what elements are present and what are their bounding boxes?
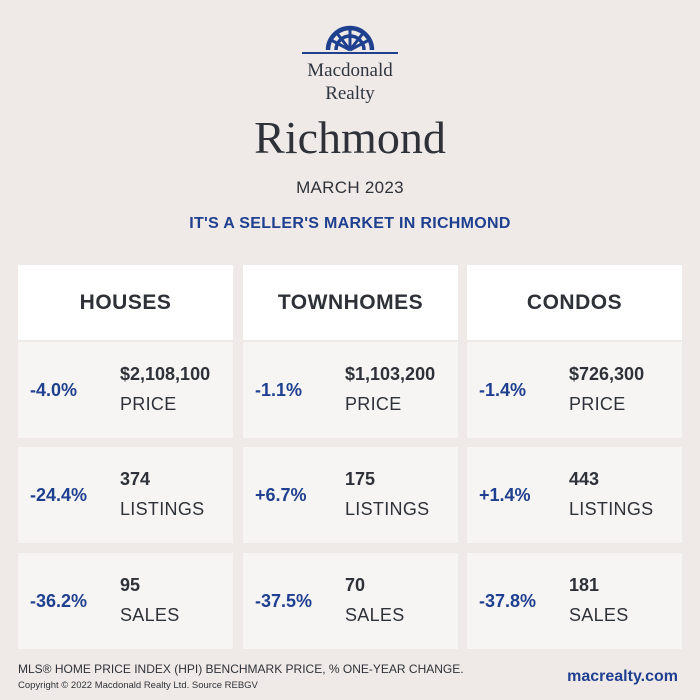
stat-card-listings: +1.4% 443 LISTINGS (467, 447, 682, 543)
stat-value: $1,103,200 (345, 364, 436, 384)
stat-card-listings: +6.7% 175 LISTINGS (243, 447, 458, 543)
column-title: HOUSES (18, 265, 233, 340)
brand-name-line1: Macdonald (307, 60, 393, 81)
website-link[interactable]: macrealty.com (567, 668, 678, 685)
brand-logo: Macdonald Realty (0, 22, 700, 104)
city-title: Richmond (254, 112, 446, 163)
stat-card-price: -4.0% $2,108,100 PRICE (18, 342, 233, 438)
column-condos: CONDOS -1.4% $726,300 PRICE +1.4% 443 LI… (467, 265, 682, 649)
stat-metric: SALES (569, 605, 629, 625)
stat-card-sales: -37.5% 70 SALES (243, 553, 458, 649)
stat-metric: LISTINGS (345, 499, 430, 519)
brand-name-line2: Realty (325, 83, 375, 104)
stat-value: 443 (569, 469, 600, 489)
column-title: TOWNHOMES (243, 265, 458, 340)
stat-change: -36.2% (30, 591, 88, 611)
stat-change: -37.5% (255, 591, 313, 611)
stat-change: -1.4% (479, 380, 527, 400)
stat-metric: SALES (120, 605, 180, 625)
footer-copyright: Copyright © 2022 Macdonald Realty Ltd. S… (18, 680, 258, 691)
stat-card-price: -1.1% $1,103,200 PRICE (243, 342, 458, 438)
stat-metric: SALES (345, 605, 405, 625)
stat-change: -1.1% (255, 380, 303, 400)
stat-card-price: -1.4% $726,300 PRICE (467, 342, 682, 438)
stat-value: 175 (345, 469, 376, 489)
stat-value: 374 (120, 469, 151, 489)
column-title: CONDOS (467, 265, 682, 340)
stat-value: $726,300 (569, 364, 645, 384)
stat-metric: PRICE (120, 394, 177, 414)
stat-change: +1.4% (479, 485, 531, 505)
stat-metric: LISTINGS (120, 499, 205, 519)
stat-metric: LISTINGS (569, 499, 654, 519)
stat-value: 181 (569, 575, 600, 595)
stat-change: -24.4% (30, 485, 88, 505)
report-date: MARCH 2023 (296, 178, 404, 197)
stat-card-sales: -37.8% 181 SALES (467, 553, 682, 649)
stat-card-listings: -24.4% 374 LISTINGS (18, 447, 233, 543)
market-tagline: IT'S A SELLER'S MARKET IN RICHMOND (189, 215, 511, 232)
stat-metric: PRICE (569, 394, 626, 414)
column-houses: HOUSES -4.0% $2,108,100 PRICE -24.4% 374… (18, 265, 233, 649)
stat-value: 95 (120, 575, 141, 595)
stat-change: +6.7% (255, 485, 307, 505)
column-townhomes: TOWNHOMES -1.1% $1,103,200 PRICE +6.7% 1… (243, 265, 458, 649)
stat-value: 70 (345, 575, 366, 595)
stat-card-sales: -36.2% 95 SALES (18, 553, 233, 649)
stat-change: -4.0% (30, 380, 78, 400)
macdonald-realty-logo-icon (302, 25, 398, 54)
stat-change: -37.8% (479, 591, 537, 611)
stat-metric: PRICE (345, 394, 402, 414)
stat-value: $2,108,100 (120, 364, 211, 384)
footer-note: MLS® HOME PRICE INDEX (HPI) BENCHMARK PR… (18, 662, 464, 676)
